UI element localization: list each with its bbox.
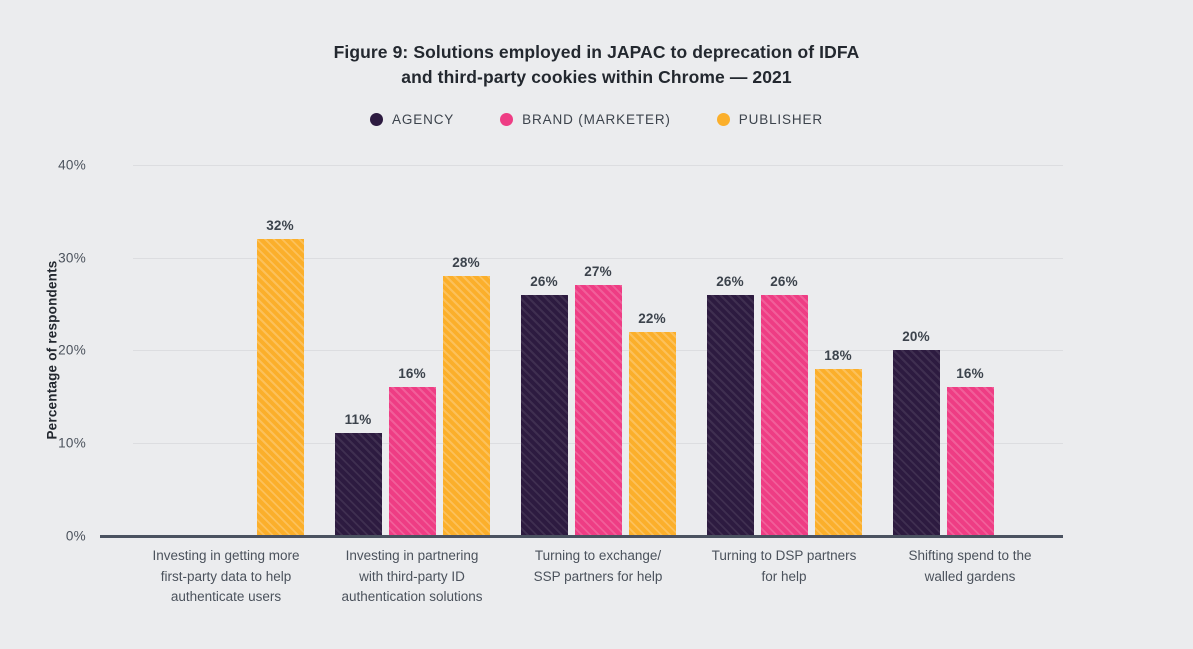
- x-category-label-4-line-1: Turning to DSP partners: [711, 548, 857, 563]
- bar-slot-publisher-1: 32%: [256, 165, 304, 535]
- legend-label-agency: AGENCY: [392, 112, 455, 127]
- x-category-label-3-line-2: SSP partners for help: [533, 568, 663, 584]
- bar-publisher-1[interactable]: 32%: [256, 218, 304, 535]
- gridline-40: [133, 165, 1063, 166]
- bar-value-brand-4: 26%: [770, 273, 798, 289]
- bar-group-3: 26% 27% 22%: [505, 165, 691, 535]
- bar-group-5: 20% 16%: [877, 165, 1063, 535]
- y-tick-label-20: 20%: [58, 342, 86, 358]
- bar-publisher-2[interactable]: 28%: [442, 255, 490, 535]
- legend-swatch-agency-icon: [370, 113, 384, 126]
- x-category-label-2-line-2: with third-party ID: [359, 568, 465, 584]
- legend-item-agency[interactable]: AGENCY: [370, 112, 454, 127]
- bar-value-brand-5: 16%: [956, 366, 984, 381]
- x-category-label-5-line-2: walled gardens: [924, 568, 1016, 584]
- x-axis-categories: Investing in getting more first-party da…: [133, 546, 1063, 608]
- x-category-label-1-line-3: authenticate users: [170, 589, 282, 604]
- x-category-label-4-line-2: for help: [761, 568, 807, 584]
- y-tick-label-10: 10%: [58, 435, 86, 450]
- legend-label-brand: BRAND (MARKETER): [522, 112, 671, 127]
- legend-item-brand[interactable]: BRAND (MARKETER): [500, 112, 671, 127]
- x-category-label-2-line-3: authentication solutions: [341, 589, 483, 604]
- legend-item-publisher[interactable]: PUBLISHER: [716, 112, 823, 127]
- chart-legend: AGENCY BRAND (MARKETER) PUBLISHER: [0, 112, 1193, 127]
- gridline-30: [133, 257, 1063, 259]
- bar-brand-5[interactable]: 16%: [946, 366, 994, 535]
- bar-slot-agency-1: [149, 165, 196, 535]
- bar-slot-agency-3: 26%: [520, 165, 568, 535]
- bar-group-4-bars: 26% 26% 18%: [691, 165, 877, 535]
- legend-swatch-brand-icon: [500, 113, 514, 126]
- bar-value-agency-2: 11%: [344, 412, 372, 428]
- bar-agency-5[interactable]: 20%: [892, 329, 940, 535]
- bar-brand-2[interactable]: 16%: [388, 366, 436, 535]
- chart-title-line-1: Figure 9: Solutions employed in JAPAC to…: [0, 40, 1193, 65]
- bar-group-4: 26% 26% 18%: [691, 165, 877, 535]
- bar-slot-brand-3: 27%: [574, 165, 622, 535]
- bar-slot-agency-5: 20%: [892, 165, 940, 535]
- bar-slot-brand-4: 26%: [760, 165, 808, 535]
- bar-agency-3[interactable]: 26%: [520, 274, 568, 535]
- chart-title-prefix: Figure 9:: [333, 42, 409, 62]
- y-tick-label-40: 40%: [58, 157, 86, 173]
- y-tick-label-0: 0%: [65, 528, 86, 544]
- bar-publisher-3[interactable]: 22%: [628, 311, 676, 535]
- bar-agency-2[interactable]: 11%: [334, 412, 382, 535]
- x-category-label-2-line-1: Investing in partnering: [345, 548, 479, 563]
- plot-area: 32% 11% 16%: [100, 165, 1063, 538]
- x-category-label-5: Shifting spend to the walled gardens: [877, 546, 1063, 608]
- bar-slot-publisher-4: 18%: [814, 165, 862, 535]
- bar-value-brand-2: 16%: [398, 366, 426, 381]
- x-category-label-3-line-1: Turning to exchange/: [534, 548, 662, 563]
- bar-group-2-bars: 11% 16% 28%: [319, 165, 505, 535]
- bar-group-1-bars: 32%: [133, 165, 319, 535]
- bar-slot-brand-1: [203, 165, 250, 535]
- bar-group-3-bars: 26% 27% 22%: [505, 165, 691, 535]
- bar-value-publisher-3: 22%: [638, 310, 666, 326]
- bar-groups: 32% 11% 16%: [133, 165, 1063, 535]
- x-category-label-1: Investing in getting more first-party da…: [133, 546, 319, 608]
- x-category-label-4: Turning to DSP partners for help: [691, 546, 877, 608]
- bar-slot-agency-4: 26%: [706, 165, 754, 535]
- bar-value-brand-3: 27%: [584, 264, 612, 280]
- x-category-label-5-line-1: Shifting spend to the: [908, 548, 1032, 563]
- x-category-label-3: Turning to exchange/ SSP partners for he…: [505, 546, 691, 608]
- bar-value-agency-5: 20%: [902, 329, 930, 344]
- chart-title: Figure 9: Solutions employed in JAPAC to…: [0, 40, 1193, 90]
- bar-value-agency-3: 26%: [530, 273, 558, 289]
- bar-brand-4[interactable]: 26%: [760, 274, 808, 535]
- bar-group-5-bars: 20% 16%: [877, 165, 1063, 535]
- bar-slot-publisher-2: 28%: [442, 165, 490, 535]
- x-category-label-2: Investing in partnering with third-party…: [319, 546, 505, 608]
- bar-slot-publisher-3: 22%: [628, 165, 676, 535]
- bar-slot-brand-5: 16%: [946, 165, 994, 535]
- x-category-label-1-line-2: first-party data to help: [160, 568, 292, 584]
- bar-value-agency-4: 26%: [716, 273, 744, 289]
- legend-label-publisher: PUBLISHER: [738, 112, 823, 127]
- bar-publisher-4[interactable]: 18%: [814, 348, 862, 535]
- y-tick-label-30: 30%: [58, 250, 86, 265]
- chart-title-line-2: and third-party cookies within Chrome — …: [401, 67, 792, 87]
- bar-brand-3[interactable]: 27%: [574, 264, 622, 535]
- legend-swatch-publisher-icon: [716, 113, 730, 126]
- bar-value-publisher-1: 32%: [266, 218, 294, 233]
- bar-slot-agency-2: 11%: [334, 165, 382, 535]
- chart-title-line-1-rest: Solutions employed in JAPAC to deprecati…: [408, 42, 860, 62]
- x-category-label-1-line-1: Investing in getting more: [152, 548, 300, 563]
- bar-value-publisher-2: 28%: [452, 255, 480, 270]
- x-axis-line: [100, 535, 1063, 538]
- bar-group-2: 11% 16% 28%: [319, 165, 505, 535]
- bar-slot-publisher-5: [1001, 165, 1048, 535]
- bar-agency-4[interactable]: 26%: [706, 274, 754, 535]
- bar-group-1: 32%: [133, 165, 319, 535]
- bar-slot-brand-2: 16%: [388, 165, 436, 535]
- bar-value-publisher-4: 18%: [824, 347, 852, 363]
